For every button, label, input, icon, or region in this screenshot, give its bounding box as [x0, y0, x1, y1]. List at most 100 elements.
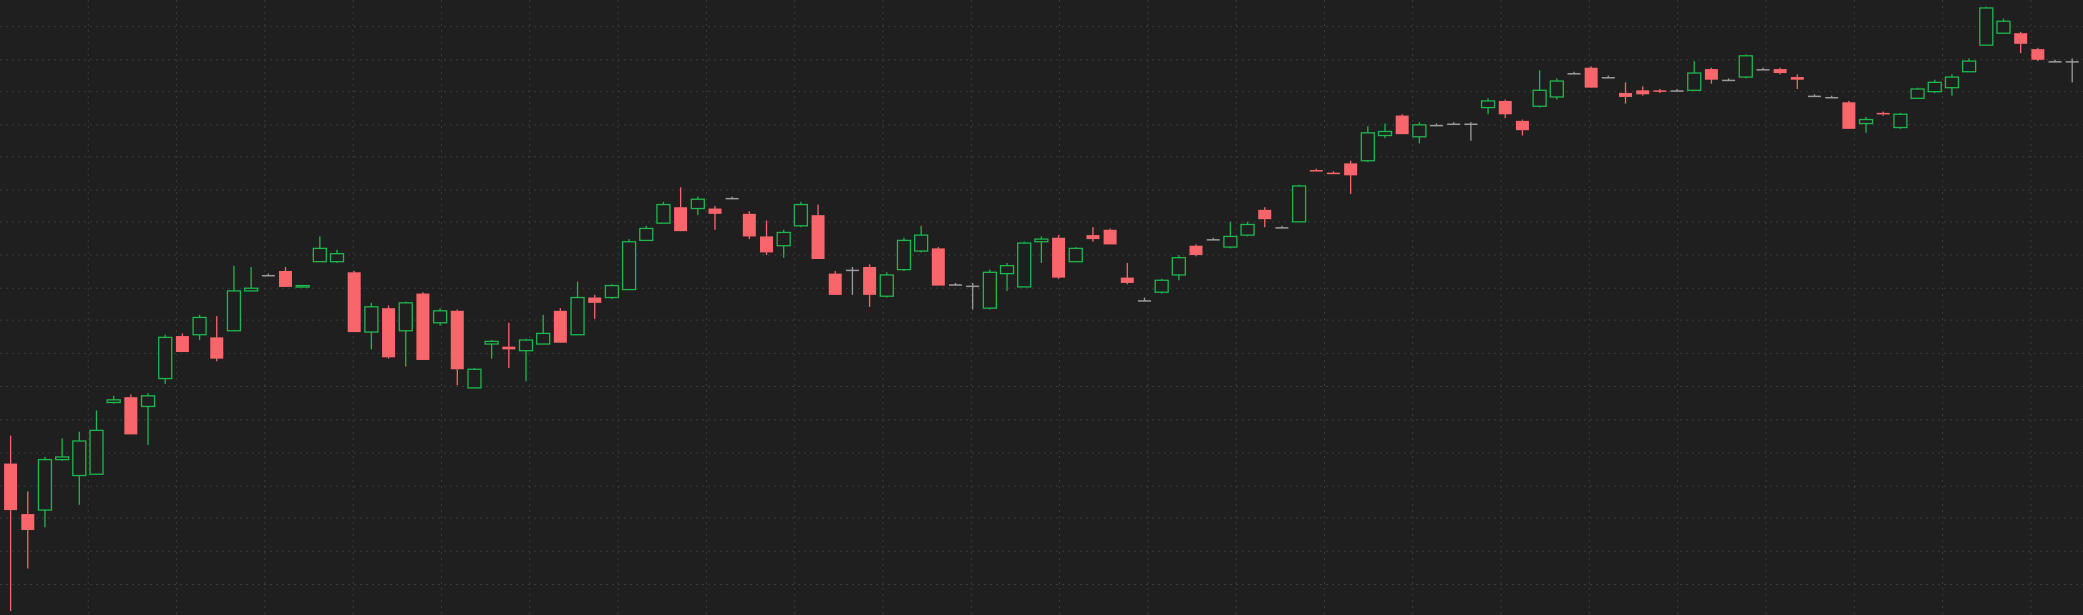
candle-body — [450, 310, 464, 370]
candle-body — [845, 269, 859, 272]
candle-body — [1068, 247, 1083, 263]
candle-body — [347, 272, 361, 333]
candle-body — [1206, 239, 1220, 241]
candle-body — [1258, 209, 1272, 220]
candle-body — [1893, 113, 1908, 129]
candle-body — [21, 514, 35, 530]
candle-body — [1240, 223, 1255, 236]
candle-body — [295, 284, 310, 288]
candle-body — [54, 456, 70, 461]
candle-body — [1687, 72, 1702, 91]
candle-body — [760, 236, 774, 253]
candle-body — [656, 203, 671, 224]
candle-body — [382, 308, 396, 358]
candle-body — [1344, 163, 1358, 176]
candle-body — [1653, 90, 1667, 92]
candle-body — [210, 337, 224, 359]
candle-body — [278, 270, 292, 287]
candle-body — [243, 287, 259, 292]
candle-body — [416, 293, 430, 360]
candle-body — [879, 274, 894, 297]
candle-body — [1309, 170, 1323, 172]
candle-body — [1395, 115, 1409, 135]
candle-body — [708, 208, 722, 214]
candle-body — [811, 215, 825, 260]
candle-body — [4, 463, 18, 511]
candle-body — [1412, 124, 1427, 138]
candle-body — [1601, 77, 1615, 79]
candle-body — [124, 397, 138, 435]
candle-body — [226, 290, 242, 332]
candle-body — [2031, 49, 2045, 60]
candle-body — [1858, 118, 1874, 125]
candle-body — [1103, 229, 1117, 245]
candle-body — [863, 266, 877, 295]
candle-body — [639, 227, 654, 242]
candle-body — [1704, 69, 1718, 80]
candle-body — [175, 336, 189, 352]
candle-body — [1171, 257, 1186, 276]
candle-body — [1944, 76, 1960, 89]
candle-body — [1567, 73, 1581, 75]
candle-body — [553, 310, 567, 343]
candle-body — [89, 429, 104, 475]
candle-body — [1017, 242, 1032, 288]
candle-body — [725, 197, 739, 200]
candle-body — [1154, 279, 1169, 293]
candle-body — [2014, 33, 2028, 44]
candle-body — [1979, 7, 1994, 46]
candle-body — [690, 198, 705, 210]
candle-body — [1291, 185, 1307, 223]
candle-body — [1910, 88, 1925, 99]
candle-body — [1464, 123, 1478, 126]
candle-body — [1808, 95, 1821, 98]
candle-body — [1927, 81, 1942, 93]
candle-body — [1326, 172, 1340, 175]
candle-body — [1549, 80, 1564, 98]
candle-body — [896, 239, 912, 271]
candle-body — [604, 284, 620, 299]
candle-body — [1842, 102, 1856, 129]
candle-body — [966, 285, 980, 288]
candle-body — [674, 207, 688, 232]
candle-body — [1120, 277, 1134, 283]
candle-body — [776, 231, 791, 247]
candle-body — [432, 310, 448, 324]
candle-body — [329, 253, 345, 263]
candle-body — [1137, 300, 1151, 302]
candle-body — [1636, 90, 1650, 95]
candle-body — [484, 340, 499, 345]
candle-body — [1360, 132, 1375, 162]
candle-body — [1584, 67, 1598, 88]
candle-body — [931, 248, 945, 286]
candle-body — [536, 332, 551, 345]
candle-body — [1876, 112, 1890, 115]
candle-body — [570, 296, 585, 336]
candle-body — [621, 241, 637, 291]
candle-body — [158, 336, 173, 380]
candle-body — [913, 234, 929, 252]
candle-body — [742, 213, 756, 237]
candle-body — [502, 346, 516, 350]
candle-body — [1722, 79, 1736, 82]
candle-body — [312, 247, 327, 263]
candle-body — [1086, 235, 1100, 240]
candle-body — [2048, 61, 2062, 63]
candle-body — [1430, 124, 1444, 127]
candle-body — [1515, 120, 1529, 131]
candle-body — [261, 274, 275, 277]
candle-body — [364, 306, 379, 333]
candle-body — [140, 395, 156, 408]
candle-body — [1189, 245, 1203, 256]
candle-body — [1825, 96, 1839, 99]
candle-body — [192, 316, 207, 336]
candle-body — [1498, 100, 1512, 115]
candle-body — [1961, 60, 1977, 73]
candle-body — [1447, 123, 1461, 126]
candle-body — [1773, 69, 1787, 74]
candle-body — [1790, 77, 1804, 80]
candle-body — [518, 339, 534, 352]
